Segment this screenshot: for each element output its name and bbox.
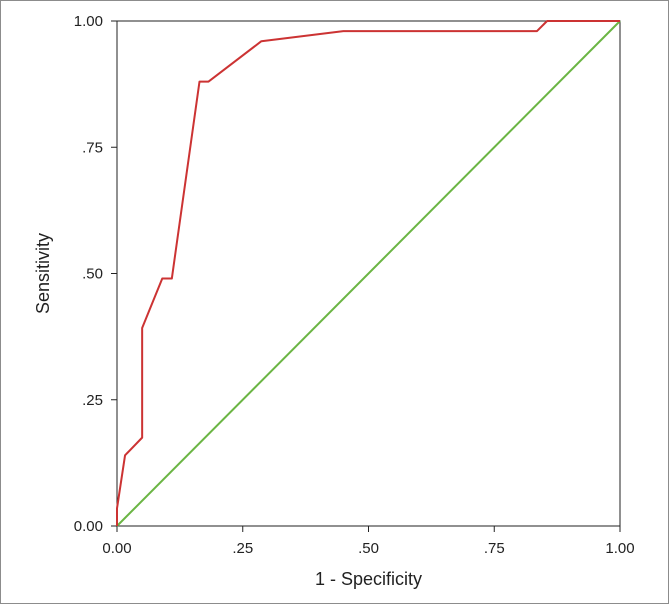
y-tick-label: 0.00: [74, 518, 103, 535]
y-axis: 0.00 .25 .50 .75 1.00: [74, 13, 117, 535]
y-tick-label: .75: [82, 139, 103, 156]
y-tick-label: .50: [82, 266, 103, 283]
y-tick-label: 1.00: [74, 13, 103, 30]
x-tick-label: .50: [358, 540, 379, 557]
reference-diagonal-line: [116, 20, 621, 527]
x-tick-label: 0.00: [102, 540, 131, 557]
x-tick-label: 1.00: [605, 540, 634, 557]
y-tick-label: .25: [82, 392, 103, 409]
x-tick-label: .25: [232, 540, 253, 557]
x-tick-label: .75: [484, 540, 505, 557]
x-axis: 0.00 .25 .50 .75 1.00: [102, 526, 635, 557]
x-axis-title: 1 - Specificity: [315, 569, 422, 589]
roc-curve-line: [116, 20, 620, 526]
series-layer: [116, 20, 621, 527]
y-axis-title: Sensitivity: [33, 233, 53, 314]
